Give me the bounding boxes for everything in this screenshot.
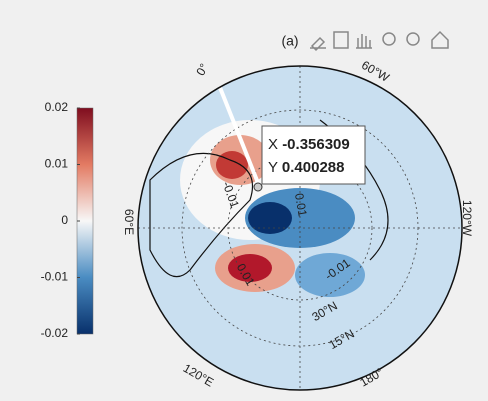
panel-title: (a)	[281, 33, 298, 49]
lon-label: 120°E	[181, 361, 216, 390]
colorbar-tick-label: -0.01	[41, 270, 69, 284]
colorbar: 0.02 0.01 0 -0.01 -0.02	[41, 100, 94, 340]
datatip-marker	[253, 182, 263, 192]
graticule	[138, 66, 462, 390]
negative-core	[248, 202, 292, 234]
datatip-x: X -0.356309	[268, 136, 350, 153]
toolbar	[310, 30, 449, 52]
datatip-box	[261, 125, 366, 185]
datatip[interactable]: X -0.356309 Y 0.400288	[253, 125, 366, 192]
colorbar-tick-label: 0.02	[45, 100, 69, 114]
contour-label: 0.01	[292, 192, 310, 218]
lon-label: 120°W	[460, 200, 474, 237]
home-tool[interactable]	[431, 30, 449, 49]
positive-core	[228, 254, 272, 282]
colorbar-tick-label: -0.02	[41, 326, 69, 340]
coastline	[149, 152, 254, 278]
zoom-in-tool[interactable]	[382, 32, 396, 46]
seam	[213, 74, 262, 189]
negative-anomaly	[295, 253, 365, 297]
colorbar-tick-label: 0	[61, 213, 68, 227]
map	[138, 66, 462, 390]
lon-label: 0°	[193, 61, 211, 78]
colorbar-tick-label: 0.01	[45, 157, 69, 171]
map-frame	[137, 65, 463, 391]
brush-tool[interactable]	[310, 36, 326, 52]
lon-label: 60°E	[122, 209, 136, 235]
datatip-y: Y 0.400288	[268, 159, 344, 176]
positive-core	[216, 151, 248, 179]
legend-tool[interactable]	[333, 31, 349, 49]
pan-tool[interactable]	[356, 34, 372, 49]
zoom-out-tool[interactable]	[406, 32, 420, 46]
